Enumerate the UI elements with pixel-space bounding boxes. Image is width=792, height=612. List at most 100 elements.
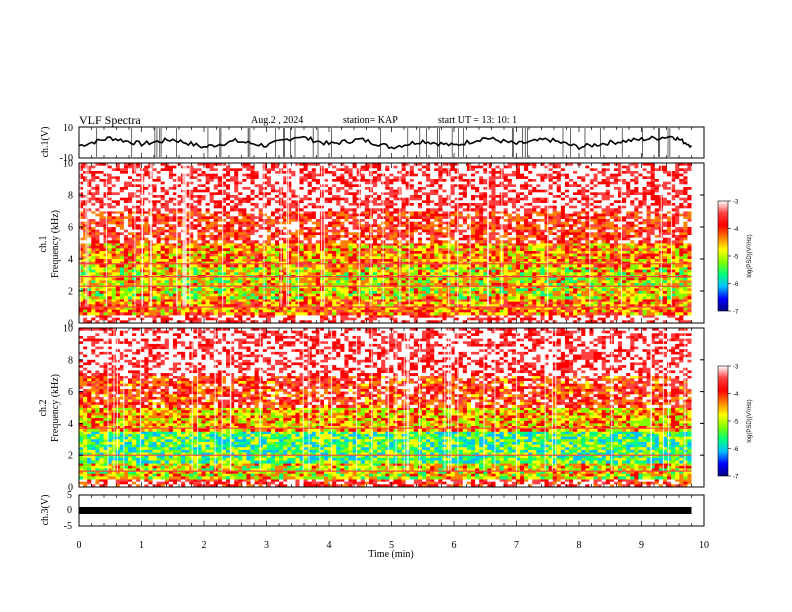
spectrogram-cell (332, 216, 337, 220)
spectrogram-cell (405, 277, 411, 281)
spectrogram-cell (352, 312, 358, 316)
spectrogram-cell (319, 307, 325, 311)
spectrogram-cell (193, 291, 198, 295)
spectrogram-cell (573, 317, 578, 321)
spectrogram-cell (291, 248, 296, 252)
spectrogram-cell (303, 288, 309, 292)
spectrogram-cell (524, 283, 529, 287)
spectrogram-cell (95, 259, 100, 263)
spectrogram-cell (491, 280, 496, 284)
spectrogram-cell (687, 243, 692, 247)
spectrogram-cell (471, 299, 476, 303)
spectrogram-cell (226, 280, 231, 284)
spectrogram-cell (275, 243, 280, 247)
spectrogram-cell (123, 243, 129, 247)
spectrogram-cell (336, 248, 341, 252)
spectrogram-cell (479, 256, 484, 260)
spectrogram-cell (626, 293, 631, 297)
spectrogram-cell (671, 285, 676, 289)
spectrogram-cell (671, 301, 676, 305)
spectrogram-cell (373, 259, 378, 263)
spectrogram-cell (283, 213, 288, 217)
spectrogram-cell (177, 283, 182, 287)
spectrogram-cell (107, 312, 113, 316)
spectrogram-cell (650, 253, 656, 257)
spectrogram-cell (662, 283, 668, 287)
spectrogram-cell (471, 259, 476, 263)
spectrogram-cell (291, 277, 296, 281)
spectrogram-cell (630, 312, 635, 316)
spectrogram-cell (507, 291, 513, 295)
spectrogram-cell (79, 272, 84, 276)
spectrogram-cell (548, 272, 554, 276)
spectrogram-cell (426, 264, 431, 268)
spectrogram-cell (324, 216, 329, 220)
spectrogram-cell (340, 272, 345, 276)
spectrogram-cell (197, 256, 202, 260)
spectrogram-cell (193, 269, 198, 273)
spectrogram-cell (442, 296, 447, 300)
spectrogram-cell (254, 317, 260, 321)
spectrogram-cell (475, 251, 480, 255)
spectrogram-cell (569, 211, 574, 215)
spectrogram-cell (242, 248, 247, 252)
spectrogram-cell (364, 285, 370, 289)
spectrogram-cell (630, 259, 635, 263)
spectrogram-cell (115, 256, 121, 260)
spectrogram-cell (471, 315, 476, 319)
spectrogram-cell (119, 309, 125, 313)
spectrogram-cell (107, 277, 113, 281)
spectrogram-cell (234, 309, 239, 313)
spectrogram-cell (544, 304, 549, 308)
spectrogram-cell (205, 315, 211, 319)
spectrogram-cell (479, 309, 484, 313)
spectrogram-cell (630, 309, 635, 313)
spectrogram-cell (413, 264, 419, 268)
spectrogram-cell (377, 272, 382, 276)
spectrogram-cell (217, 320, 223, 324)
spectrogram-cell (332, 213, 337, 217)
spectrogram-cell (675, 213, 680, 217)
spectrogram-cell (385, 293, 390, 297)
spectrogram-cell (646, 248, 652, 252)
spectrogram-cell (438, 216, 443, 220)
spectrogram-cell (213, 211, 219, 215)
spectrogram-cell (344, 253, 349, 257)
spectrogram-cell (601, 301, 607, 305)
spectrogram-cell (311, 216, 317, 220)
spectrogram-cell (613, 299, 619, 303)
spectrogram-cell (475, 256, 480, 260)
spectrogram-cell (597, 256, 603, 260)
spectrogram-cell (642, 288, 647, 292)
spectrogram-cell (246, 269, 251, 273)
spectrogram-cell (144, 264, 149, 268)
spectrogram-cell (564, 248, 570, 252)
spectrogram-cell (340, 309, 345, 313)
spectrogram-cell (266, 301, 272, 305)
spectrogram-cell (168, 283, 174, 287)
spectrogram-cell (230, 285, 235, 289)
spectrogram-cell (622, 280, 627, 284)
spectrogram-cell (458, 293, 464, 297)
spectrogram-cell (544, 312, 549, 316)
spectrogram-cell (242, 312, 247, 316)
spectrogram-cell (597, 269, 603, 273)
spectrogram-cell (393, 312, 398, 316)
spectrogram-cell (569, 315, 574, 319)
spectrogram-cell (515, 307, 521, 311)
spectrogram-cell (409, 269, 415, 273)
spectrogram-cell (311, 213, 317, 217)
spectrogram-cell (642, 296, 647, 300)
spectrogram-cell (667, 304, 672, 308)
spectrogram-cell (417, 256, 423, 260)
spectrogram-cell (393, 253, 398, 257)
spectrogram-cell (348, 259, 353, 263)
spectrogram-cell (246, 211, 251, 215)
spectrogram-cell (626, 267, 631, 271)
spectrogram-cell (495, 315, 500, 319)
spectrogram-cell (450, 253, 456, 257)
spectrogram-cell (311, 301, 317, 305)
spectrogram-cell (573, 243, 578, 247)
spectrogram-cell (466, 291, 472, 295)
spectrogram-cell (618, 216, 623, 220)
